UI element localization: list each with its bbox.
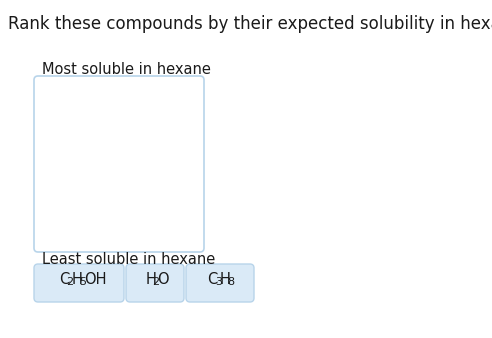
FancyBboxPatch shape	[126, 264, 184, 302]
FancyBboxPatch shape	[34, 264, 124, 302]
FancyBboxPatch shape	[186, 264, 254, 302]
Text: H: H	[72, 272, 83, 288]
Text: 5: 5	[79, 277, 86, 287]
Text: 2: 2	[66, 277, 74, 287]
Text: Least soluble in hexane: Least soluble in hexane	[42, 252, 215, 267]
Text: Most soluble in hexane: Most soluble in hexane	[42, 62, 211, 77]
Text: C: C	[60, 272, 70, 288]
Text: 8: 8	[227, 277, 234, 287]
Text: O: O	[157, 272, 169, 288]
Text: H: H	[145, 272, 156, 288]
Text: H: H	[220, 272, 231, 288]
Text: C: C	[208, 272, 218, 288]
Text: OH: OH	[84, 272, 107, 288]
FancyBboxPatch shape	[34, 76, 204, 252]
Text: 2: 2	[153, 277, 159, 287]
Text: Rank these compounds by their expected solubility in hexane, C: Rank these compounds by their expected s…	[8, 15, 492, 33]
Text: 3: 3	[215, 277, 222, 287]
